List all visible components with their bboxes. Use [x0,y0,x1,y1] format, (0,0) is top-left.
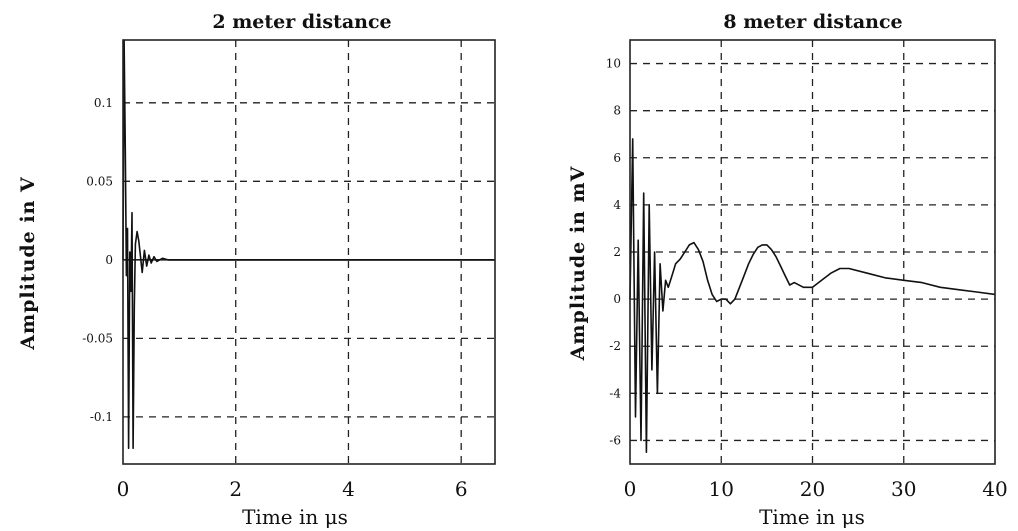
chart-8m: 8 meter distance 0 10 20 30 401086420-2-4-6 … [567,11,1008,529]
tick-labels: 0 2 4 6 0.1 0.05 0 -0.05 -0.1 [82,96,467,501]
x-tick-label: 30 [891,477,916,501]
chart-title: 8 meter distance [723,11,902,33]
x-tick-label: 10 [709,477,734,501]
chart-2m: 2 meter distance 0 2 4 6 0.1 0.05 0 -0.05 -0.1 T… [17,11,496,529]
y-tick-label: 0 [613,292,621,306]
x-axis-label: Time in μs [759,505,865,529]
grid [630,40,995,464]
y-tick-label: 8 [613,104,621,118]
y-tick-label: 10 [606,57,621,71]
series-line [122,39,495,450]
y-axis-label: Amplitude in mV [567,165,589,361]
y-tick-label: 0.1 [94,96,113,110]
y-tick-label: -0.1 [90,410,113,424]
y-tick-label: 4 [613,198,621,212]
x-tick-label: 20 [800,477,825,501]
trace [629,138,996,453]
x-tick-label: 40 [982,477,1007,501]
x-tick-label: 0 [117,477,130,501]
x-tick-label: 6 [455,477,468,501]
grid [123,40,495,464]
chart-title: 2 meter distance [212,11,391,33]
x-tick-label: 4 [342,477,355,501]
y-tick-label: -0.05 [82,331,113,345]
trace [122,39,495,450]
series-line [629,138,996,453]
plot-frame [629,39,996,465]
x-tick-label: 2 [229,477,242,501]
y-tick-label: 6 [613,151,621,165]
y-tick-label: 2 [613,245,621,259]
x-tick-label: 0 [624,477,637,501]
plot-frame [122,39,496,465]
y-axis-label: Amplitude in V [17,176,39,351]
y-tick-label: 0.05 [86,174,113,188]
x-axis-label: Time in μs [242,505,348,529]
y-tick-label: -4 [609,386,621,400]
y-tick-label: 0 [105,253,113,267]
y-tick-label: -6 [609,433,621,447]
y-tick-label: -2 [609,339,621,353]
